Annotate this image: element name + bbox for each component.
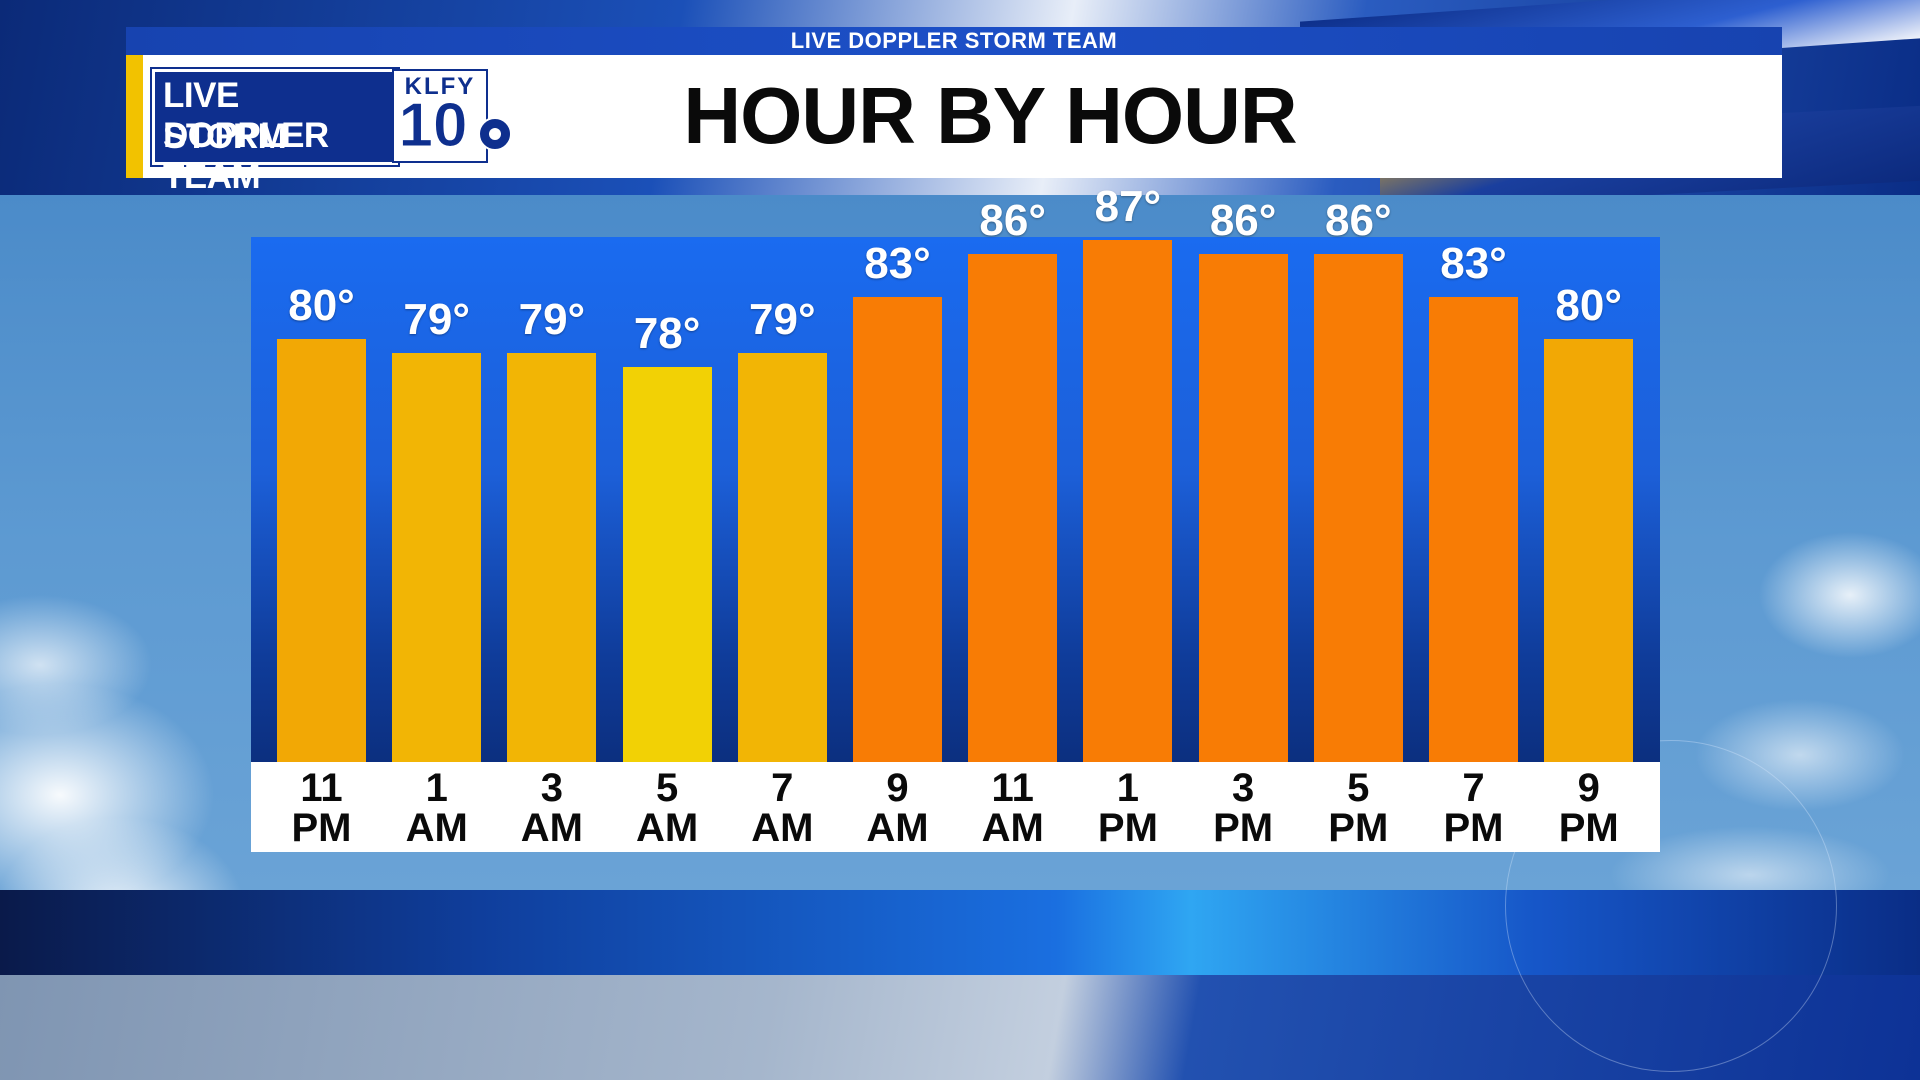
station-logo: KLFY 10	[392, 69, 488, 163]
x-tick-label-period: AM	[520, 806, 583, 850]
bar-value-label: 83°	[864, 238, 931, 288]
bar	[1544, 339, 1634, 762]
x-tick-label-period: AM	[981, 806, 1044, 850]
bar-value-label: 79°	[403, 295, 470, 345]
bar	[853, 296, 942, 762]
bar	[1198, 254, 1288, 762]
x-tick-label-hour: 5	[655, 766, 679, 810]
bar-value-label: 86°	[1325, 196, 1392, 246]
bar	[622, 367, 712, 762]
x-tick-label-hour: 11	[991, 766, 1034, 810]
x-tick-label-period: AM	[751, 806, 814, 850]
x-tick-label: 5 PM	[1303, 768, 1413, 848]
logo-line-2: STORM TEAM	[163, 117, 287, 196]
bar	[392, 353, 482, 762]
chart-plot-area	[251, 237, 1660, 762]
bar	[1083, 240, 1173, 762]
bar-value-label: 86°	[1209, 196, 1277, 246]
x-tick-label-hour: 5	[1347, 766, 1370, 810]
x-tick-label: 1 PM	[1073, 768, 1183, 848]
x-tick-label-hour: 3	[540, 766, 564, 810]
x-tick-label-hour: 9	[886, 766, 909, 810]
x-tick-label: 7 AM	[727, 768, 837, 848]
x-tick-label-period: PM	[1328, 806, 1389, 850]
x-tick-label-hour: 3	[1231, 766, 1255, 810]
x-tick-label-period: AM	[405, 806, 468, 850]
x-tick-label-period: PM	[1558, 806, 1619, 850]
bar-value-label: 78°	[633, 309, 701, 359]
x-tick-label-period: PM	[1213, 806, 1274, 850]
bar-value-label: 87°	[1094, 182, 1162, 232]
bar-value-label: 86°	[979, 196, 1046, 246]
x-tick-label-period: PM	[1443, 806, 1504, 850]
bar	[277, 339, 366, 762]
x-tick-label: 11 PM	[267, 768, 377, 848]
x-tick-label-period: AM	[866, 806, 929, 850]
x-tick-label-hour: 7	[1462, 766, 1485, 810]
x-tick-label-hour: 1	[425, 766, 448, 810]
header-strip: LIVE DOPPLER STORM TEAM	[126, 27, 1782, 55]
logo-line-1: LIVE DOPPLER	[163, 76, 329, 155]
x-tick-label-period: PM	[1097, 806, 1158, 850]
x-tick-label: 7 PM	[1419, 768, 1529, 848]
bar-value-label: 79°	[749, 295, 816, 345]
x-tick-label: 1 AM	[382, 768, 492, 848]
bar	[1313, 254, 1403, 762]
cbs-eye-icon	[478, 117, 512, 151]
bar-value-label: 80°	[288, 281, 355, 330]
x-tick-label-period: PM	[291, 806, 352, 850]
x-tick-label-hour: 1	[1116, 766, 1140, 810]
bar-value-label: 83°	[1440, 238, 1507, 288]
x-tick-label-hour: 7	[771, 766, 794, 810]
storm-team-logo: LIVE DOPPLER STORM TEAM	[152, 69, 398, 196]
bar	[1429, 296, 1518, 762]
x-tick-label: 3 AM	[497, 768, 607, 848]
x-tick-label: 3 PM	[1188, 768, 1298, 848]
x-tick-label-hour: 11	[300, 766, 343, 810]
bar-value-label: 79°	[518, 295, 586, 345]
header-accent-bar	[126, 55, 143, 178]
x-tick-label-hour: 9	[1577, 766, 1600, 810]
decorative-circle	[1505, 740, 1837, 1072]
x-tick-label: 9 PM	[1534, 768, 1644, 848]
x-tick-label: 5 AM	[612, 768, 722, 848]
bar	[968, 254, 1058, 762]
x-tick-label-period: AM	[635, 806, 699, 850]
bar	[507, 353, 597, 762]
x-tick-label: 11 AM	[958, 768, 1068, 848]
station-call-letters: KLFY	[404, 73, 476, 100]
page-title: HOUR BY HOUR	[683, 71, 1297, 160]
bar	[737, 353, 827, 762]
x-tick-label: 9 AM	[843, 768, 953, 848]
chart-axis-area	[251, 762, 1660, 852]
station-number: 10	[398, 91, 468, 160]
bar-value-label: 80°	[1555, 281, 1622, 330]
